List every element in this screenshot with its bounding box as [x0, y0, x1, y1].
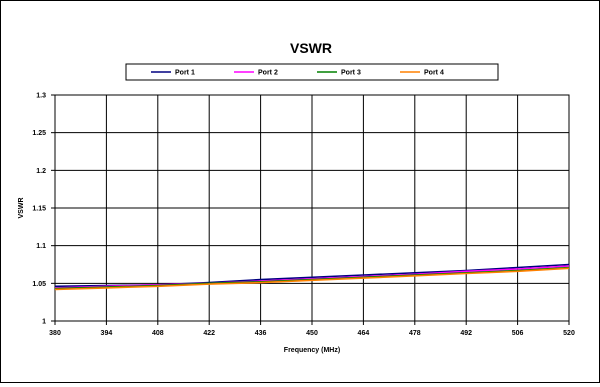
y-axis-ticks: 1 1.05 1.1 1.15 1.2 1.25 1.3 — [32, 93, 55, 326]
y-tick-label: 1.25 — [32, 130, 46, 137]
chart-title: VSWR — [290, 40, 332, 56]
x-tick-label: 422 — [203, 330, 215, 337]
y-tick-label: 1.2 — [36, 168, 46, 175]
x-tick-label: 436 — [255, 330, 267, 337]
x-tick-label: 478 — [409, 330, 421, 337]
legend-label-port-3: Port 3 — [341, 70, 361, 77]
y-tick-label: 1.05 — [32, 281, 46, 288]
legend-label-port-2: Port 2 — [258, 70, 278, 77]
legend-label-port-1: Port 1 — [175, 70, 195, 77]
x-tick-label: 464 — [358, 330, 370, 337]
plot-grid — [54, 94, 570, 322]
series-lines — [54, 263, 570, 291]
legend: Port 1 Port 2 Port 3 Port 4 — [151, 70, 444, 77]
y-tick-label: 1 — [42, 319, 46, 326]
x-tick-label: 408 — [152, 330, 164, 337]
y-tick-label: 1.3 — [36, 93, 46, 100]
y-axis-label: VSWR — [18, 198, 25, 219]
legend-label-port-4: Port 4 — [424, 70, 444, 77]
y-tick-label: 1.15 — [32, 206, 46, 213]
x-tick-label: 380 — [49, 330, 61, 337]
x-tick-label: 506 — [512, 330, 524, 337]
x-axis-label: Frequency (MHz) — [284, 347, 340, 354]
x-axis-ticks: 380 394 408 422 436 450 464 478 492 506 520 — [49, 321, 575, 337]
x-tick-label: 492 — [460, 330, 472, 337]
y-tick-label: 1.1 — [36, 243, 46, 250]
x-tick-label: 394 — [101, 330, 113, 337]
series-line-port-4 — [54, 267, 570, 291]
legend-box — [125, 63, 499, 81]
x-tick-label: 450 — [306, 330, 318, 337]
x-tick-label: 520 — [563, 330, 575, 337]
